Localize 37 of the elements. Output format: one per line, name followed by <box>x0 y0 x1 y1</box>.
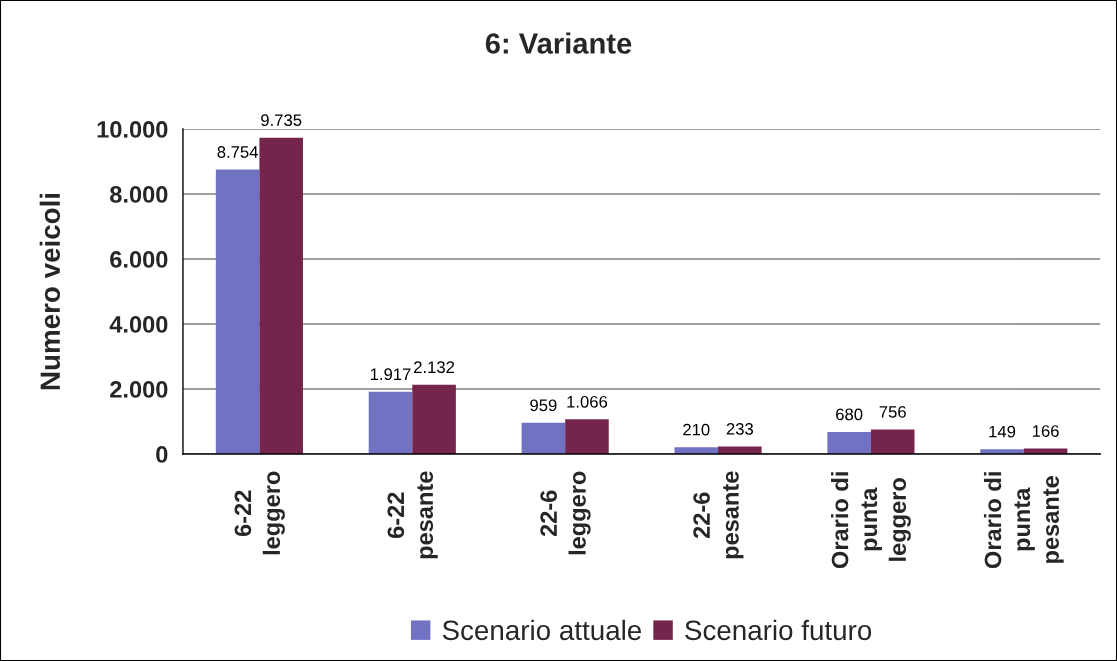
bar <box>412 384 456 454</box>
x-tick-label: 22-6 leggero <box>540 471 591 555</box>
data-label: 210 <box>683 423 710 436</box>
data-label: 9.735 <box>261 114 302 127</box>
y-tick-label: 6.000 <box>110 251 168 268</box>
bar <box>565 419 609 454</box>
legend-label: Scenario attuale <box>442 619 642 641</box>
bar <box>827 431 871 454</box>
data-label: 959 <box>530 399 557 412</box>
x-tick-label: 6-22 pesante <box>387 471 438 559</box>
legend-label: Scenario futuro <box>685 619 872 641</box>
data-label: 233 <box>726 422 753 435</box>
data-label: 2.132 <box>414 361 455 374</box>
x-tick-label: Orario di punta pesante <box>983 472 1064 569</box>
x-tick-label: 22-6 pesante <box>693 471 744 559</box>
y-tick-label: 4.000 <box>109 316 168 333</box>
data-label: 8.754 <box>217 146 258 158</box>
y-tick-label: 8.000 <box>110 186 168 203</box>
data-label: 1.917 <box>370 368 411 381</box>
bar <box>259 137 303 454</box>
bar <box>870 429 915 454</box>
y-tick-label: 2.000 <box>110 381 168 398</box>
data-label: 166 <box>1032 425 1059 437</box>
chart-title: 6: Variante <box>485 32 632 54</box>
x-tick-label: 6-22 leggero <box>234 471 285 555</box>
data-label: 756 <box>879 405 906 418</box>
bar <box>368 391 413 454</box>
data-label: 149 <box>989 425 1016 438</box>
x-tick-label: Orario di punta leggero <box>831 472 911 569</box>
bar <box>521 422 566 454</box>
y-axis-title: Numero veicoli <box>39 193 61 390</box>
bar <box>718 446 762 454</box>
y-tick-label: 10.000 <box>97 121 168 138</box>
data-label: 680 <box>836 408 863 421</box>
y-tick-label: 0 <box>156 446 168 463</box>
data-label: 1.066 <box>567 395 608 408</box>
bar <box>215 169 260 454</box>
